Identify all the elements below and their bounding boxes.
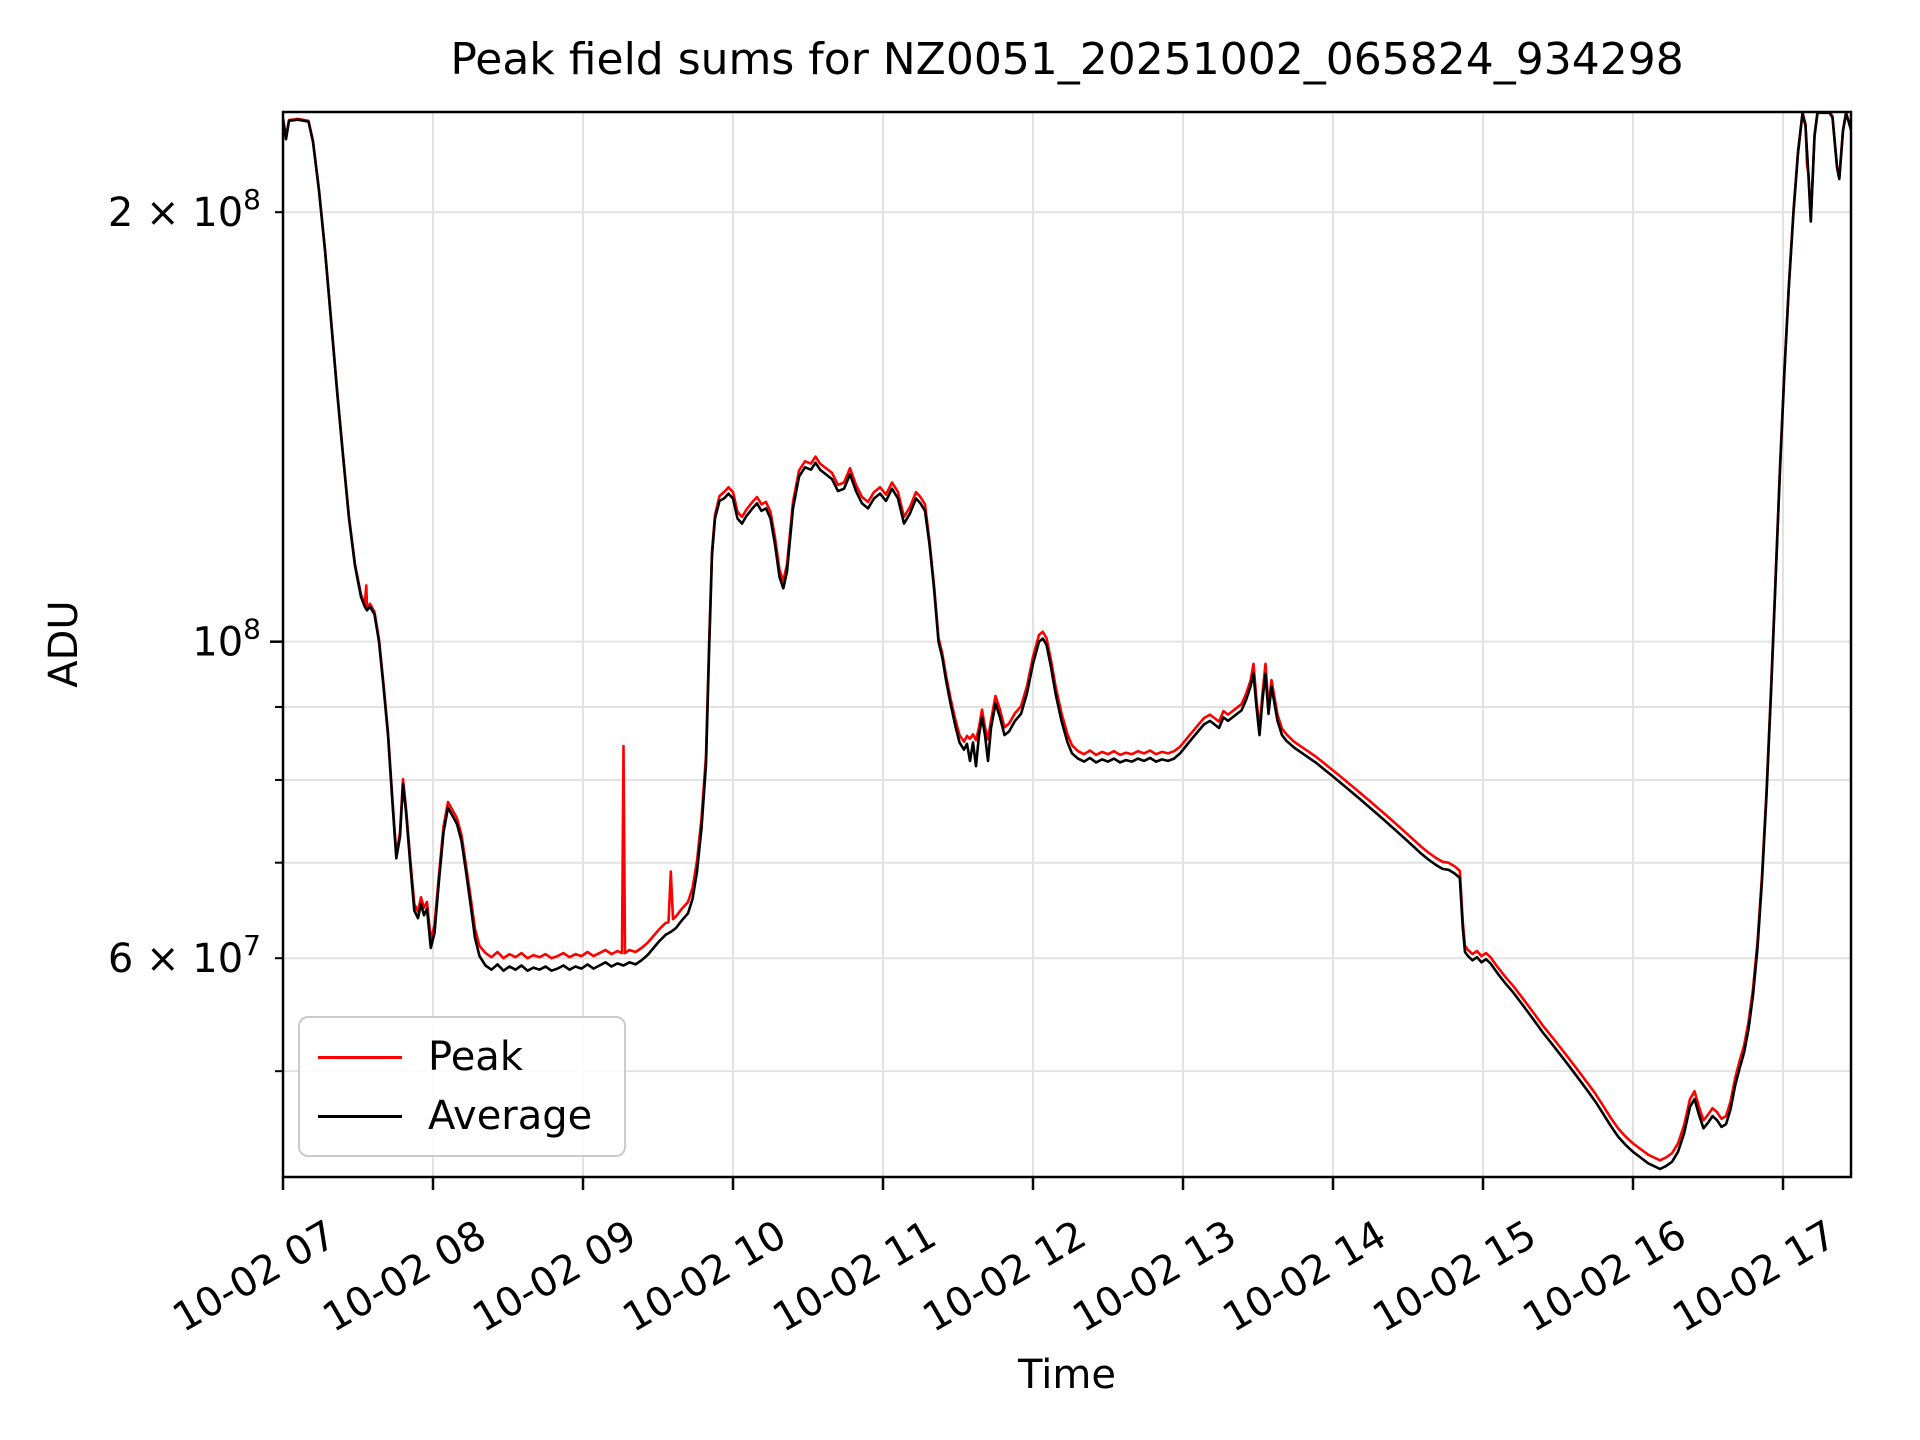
legend-label-peak: Peak [428, 1034, 523, 1080]
x-tick-label: 10-02 08 [315, 1212, 494, 1342]
x-tick-label: 10-02 10 [615, 1212, 794, 1342]
series-line-average [283, 112, 1851, 1171]
legend-line-average-swatch [318, 1114, 402, 1118]
y-tick-label: 2 × 108 [108, 183, 261, 236]
x-axis-label: Time [1018, 1352, 1116, 1398]
legend-item-peak: Peak [318, 1037, 624, 1077]
y-axis-label: ADU [41, 600, 87, 688]
plot-spines [281, 110, 1853, 1179]
legend-item-average: Average [318, 1096, 624, 1136]
x-tick-label: 10-02 16 [1515, 1212, 1694, 1342]
x-tick-label: 10-02 14 [1215, 1212, 1394, 1342]
legend-label-average: Average [428, 1093, 593, 1139]
x-tick-label: 10-02 17 [1665, 1212, 1844, 1342]
plot-title: Peak field sums for NZ0051_20251002_0658… [450, 34, 1684, 85]
x-tick-label: 10-02 13 [1065, 1212, 1244, 1342]
x-tick-label: 10-02 07 [165, 1212, 344, 1342]
x-tick-label: 10-02 12 [915, 1212, 1094, 1342]
x-tick-label: 10-02 11 [765, 1212, 944, 1342]
x-tick-label: 10-02 09 [465, 1212, 644, 1342]
y-tick-label: 108 [192, 613, 261, 666]
series-line-peak [283, 112, 1851, 1162]
y-tick-label: 6 × 107 [108, 929, 261, 982]
x-tick-label: 10-02 15 [1365, 1212, 1544, 1342]
legend-line-peak-swatch [318, 1055, 402, 1059]
legend: Peak Average [298, 1016, 626, 1157]
